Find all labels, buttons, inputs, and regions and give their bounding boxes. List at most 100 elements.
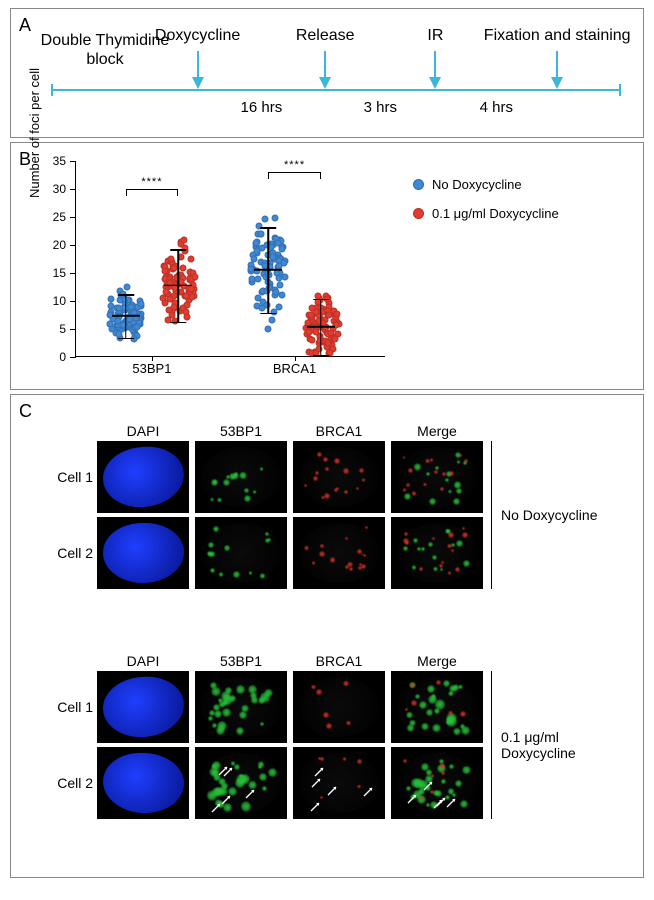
microscopy-block: DAPI53BP1BRCA1Merge0.1 μg/ml Doxycycline… — [97, 671, 483, 819]
microscopy-image — [293, 441, 385, 513]
focus-dot — [362, 478, 365, 481]
category-label: 53BP1 — [132, 361, 171, 376]
focus-dot — [316, 689, 322, 695]
data-point — [126, 316, 133, 323]
focus-dot — [210, 498, 213, 501]
panel-c: C DAPI53BP1BRCA1MergeNo DoxycyclineCell … — [10, 394, 644, 878]
focus-dot — [448, 532, 454, 538]
focus-dot — [448, 571, 451, 574]
pointer-arrow-icon — [362, 784, 376, 798]
legend-item: 0.1 μg/ml Doxycycline — [413, 206, 559, 221]
y-tick: 25 — [70, 217, 76, 218]
focus-dot — [462, 527, 465, 530]
focus-dot — [239, 472, 246, 479]
data-point — [268, 316, 275, 323]
y-tick: 0 — [70, 357, 76, 358]
focus-dot — [459, 454, 462, 457]
focus-dot — [440, 763, 445, 768]
focus-dot — [365, 526, 368, 529]
data-point — [115, 305, 122, 312]
focus-dot — [441, 771, 444, 774]
significance-label: **** — [141, 176, 162, 188]
focus-dot — [346, 721, 351, 726]
data-point — [183, 301, 190, 308]
focus-dot — [325, 467, 329, 471]
focus-dot — [357, 759, 362, 764]
panel-a: A Double Thymidineblock DoxycyclineRelea… — [10, 8, 644, 138]
nucleus — [100, 749, 186, 816]
channel-label: 53BP1 — [195, 653, 287, 669]
channel-label: DAPI — [97, 653, 189, 669]
category-label: BRCA1 — [273, 361, 316, 376]
focus-dot — [426, 472, 429, 475]
channel-label: 53BP1 — [195, 423, 287, 439]
timeline-interval-label: 3 hrs — [364, 99, 397, 116]
condition-label: 0.1 μg/ml Doxycycline — [501, 729, 621, 761]
focus-dot — [414, 463, 421, 470]
timeline-step-label: IR — [427, 27, 443, 45]
data-point — [269, 253, 276, 260]
mean-line — [112, 315, 140, 317]
nucleus — [100, 443, 186, 511]
focus-dot — [408, 468, 413, 473]
focus-dot — [415, 694, 420, 699]
focus-dot — [442, 472, 446, 476]
focus-dot — [460, 711, 466, 717]
data-point — [183, 293, 190, 300]
y-tick: 15 — [70, 273, 76, 274]
row-label: Cell 1 — [51, 699, 93, 715]
focus-dot — [326, 723, 332, 729]
focus-dot — [403, 759, 407, 763]
focus-dot — [403, 456, 405, 458]
focus-dot — [214, 710, 222, 718]
legend-label: 0.1 μg/ml Doxycycline — [432, 206, 559, 221]
data-point — [188, 286, 195, 293]
focus-dot — [449, 471, 454, 476]
data-point — [182, 308, 189, 315]
data-point — [169, 311, 176, 318]
focus-dot — [433, 567, 438, 572]
focus-dot — [258, 761, 265, 768]
data-point — [181, 237, 188, 244]
error-bar — [125, 294, 127, 339]
focus-dot — [441, 779, 445, 783]
pointer-arrow-icon — [326, 783, 340, 797]
microscopy-image — [97, 671, 189, 743]
y-tick: 30 — [70, 189, 76, 190]
focus-dot — [349, 567, 353, 571]
data-point — [107, 320, 114, 327]
focus-dot — [434, 470, 438, 474]
focus-dot — [219, 572, 223, 576]
timeline-arrow-icon — [190, 49, 206, 89]
focus-dot — [207, 551, 212, 556]
pointer-arrow-icon — [217, 763, 231, 777]
pointer-arrow-icon — [435, 794, 449, 808]
data-point — [272, 214, 279, 221]
data-point — [308, 337, 315, 344]
focus-dot — [454, 481, 461, 488]
data-point — [326, 312, 333, 319]
data-point — [275, 240, 282, 247]
focus-dot — [463, 560, 470, 567]
y-tick: 5 — [70, 329, 76, 330]
timeline-step-label: Doxycycline — [155, 27, 240, 45]
focus-dot — [403, 488, 406, 491]
microscopy-image — [293, 747, 385, 819]
focus-dot — [320, 544, 323, 547]
data-point — [180, 264, 187, 271]
microscopy-image — [97, 441, 189, 513]
microscopy-image — [195, 517, 287, 589]
microscopy-image — [293, 671, 385, 743]
focus-dot — [429, 498, 435, 504]
focus-dot — [213, 526, 219, 532]
focus-dot — [420, 796, 424, 800]
focus-dot — [233, 571, 240, 578]
microscopy-block: DAPI53BP1BRCA1MergeNo DoxycyclineCell 1C… — [97, 441, 483, 589]
yaxis-label: Number of foci per cell — [27, 68, 42, 198]
data-point — [279, 292, 286, 299]
focus-dot — [421, 547, 424, 550]
focus-dot — [258, 697, 265, 704]
data-point — [332, 335, 339, 342]
channel-label: Merge — [391, 653, 483, 669]
channel-label: BRCA1 — [293, 423, 385, 439]
